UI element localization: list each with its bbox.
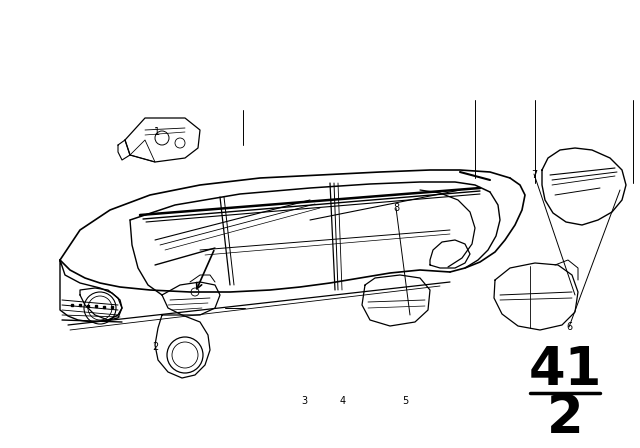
Text: 2: 2 xyxy=(152,342,159,352)
Text: 7: 7 xyxy=(531,170,538,180)
Text: 6: 6 xyxy=(566,322,573,332)
Text: 4: 4 xyxy=(339,396,346,406)
Text: 5: 5 xyxy=(402,396,408,406)
Text: 1: 1 xyxy=(154,127,160,137)
Text: 41: 41 xyxy=(528,344,602,396)
Text: 8: 8 xyxy=(394,203,400,213)
Text: 2: 2 xyxy=(547,392,584,444)
Text: 3: 3 xyxy=(301,396,307,406)
